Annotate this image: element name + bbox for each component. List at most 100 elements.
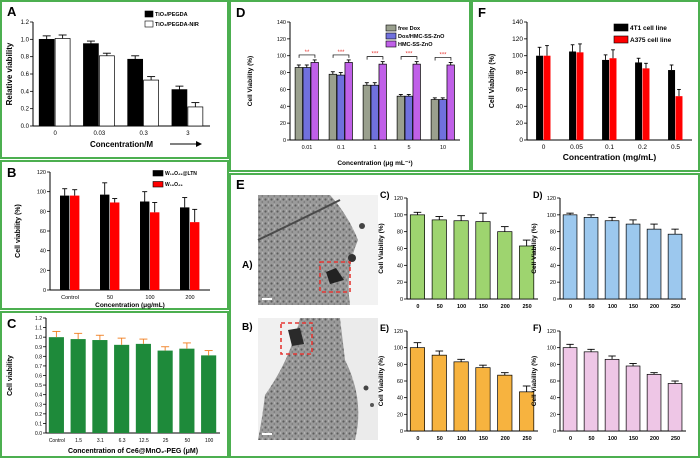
x-tick-label: 150 bbox=[479, 436, 488, 442]
bar-d-s2-c2 bbox=[378, 63, 387, 141]
y-tick-label: 0 bbox=[400, 429, 403, 435]
bar-d-s1-c1 bbox=[336, 74, 345, 141]
y-tick-label: 0 bbox=[553, 297, 556, 303]
panel-f-frame bbox=[471, 0, 700, 172]
bar-ef-s0-c1 bbox=[583, 351, 599, 432]
x-tick-label: 200 bbox=[501, 436, 510, 442]
panel-f-letter: F bbox=[478, 5, 486, 20]
bar-ed-s0-c0 bbox=[562, 214, 578, 300]
tem-image-a: A) bbox=[242, 195, 378, 305]
y-tick-label: 0 bbox=[519, 137, 523, 144]
bar-a-s1-c2 bbox=[143, 79, 159, 127]
x-tick-label: 0.05 bbox=[570, 144, 583, 151]
y-tick-label: 80 bbox=[280, 71, 286, 77]
x-tick-label: 100 bbox=[145, 295, 154, 301]
x-tick-label: 100 bbox=[608, 304, 617, 310]
y-tick-label: 100 bbox=[547, 213, 556, 219]
x-tick-label: 200 bbox=[185, 295, 194, 301]
x-tick-label: 250 bbox=[671, 304, 680, 310]
bar-ec-s0-c3 bbox=[475, 221, 491, 300]
chart-b: 0 20 40 60 80 100 120 Control 50 100 200 Cell viabi… bbox=[15, 170, 210, 309]
y-tick-label: 120 bbox=[277, 37, 286, 43]
bar-b-s0-c2 bbox=[140, 201, 150, 290]
legend-label: TiO₂/PEGDA-NIR bbox=[155, 22, 199, 28]
legend-swatch bbox=[152, 181, 164, 188]
bar-f-s1-c2 bbox=[609, 58, 617, 140]
panel-b-frame bbox=[0, 160, 229, 310]
y-tick-label: 80 bbox=[516, 70, 524, 77]
bar-ee-s0-c2 bbox=[453, 361, 469, 432]
bar-ee-s0-c1 bbox=[431, 354, 447, 432]
significance-bracket bbox=[434, 57, 452, 61]
y-tick-label: 0.8 bbox=[35, 354, 42, 360]
bar-c-s0-c0 bbox=[48, 337, 64, 433]
legend-label: TiO₂/PEGDA bbox=[155, 12, 188, 18]
chart-f: 0 20 40 60 80 100 120 140 0 0.05 0.1 0.2 0.5 Cell Via… bbox=[489, 19, 692, 162]
legend-swatch bbox=[385, 24, 397, 32]
x-tick-label: 200 bbox=[501, 304, 510, 310]
chart-c: 0.0 0.1 0.2 0.3 0.4 0.5 0.6 0.7 0.8 0.9 1.0 1.1 1.2 C… bbox=[7, 316, 220, 455]
legend: W₁₈O₄₉@LTN W₁₈O₄₉ bbox=[152, 170, 197, 188]
sub-panel-label: F) bbox=[533, 323, 542, 333]
y-tick-label: 20 bbox=[280, 121, 286, 127]
bar-ed-s0-c5 bbox=[667, 233, 683, 300]
y-tick-label: 40 bbox=[516, 103, 524, 110]
bar-c-s0-c7 bbox=[201, 355, 217, 433]
panel-e-letter: E bbox=[236, 177, 245, 192]
bar-a-s1-c0 bbox=[54, 38, 71, 127]
legend: TiO₂/PEGDA TiO₂/PEGDA-NIR bbox=[144, 10, 199, 28]
y-tick-label: 80 bbox=[550, 230, 556, 236]
y-tick-label: 40 bbox=[40, 249, 46, 255]
tem-b-highlight-box bbox=[280, 322, 313, 355]
chart-ef: 0 20 40 60 80 100 120 0 50 100 150 200 250 Cell Viabi… bbox=[531, 323, 686, 442]
y-tick-label: 120 bbox=[394, 196, 403, 202]
legend: 4T1 cell line A375 cell line bbox=[613, 23, 672, 44]
bar-f-s0-c0 bbox=[536, 55, 544, 140]
y-tick-label: 60 bbox=[280, 87, 286, 93]
x-axis-label: Concentration of Ce6@MnO₂-PEG (μM) bbox=[68, 448, 198, 455]
x-tick-label: 150 bbox=[479, 304, 488, 310]
bar-c-s0-c1 bbox=[70, 339, 86, 433]
y-axis-label: Cell Viability (%) bbox=[531, 356, 538, 406]
y-axis-label: Cell viability bbox=[7, 355, 14, 396]
x-tick-label: 0.03 bbox=[94, 131, 106, 137]
y-tick-label: 120 bbox=[512, 36, 523, 43]
y-tick-label: 1.0 bbox=[35, 335, 42, 341]
x-axis-label: Concentration (mg/mL) bbox=[563, 152, 657, 162]
y-tick-label: 0.0 bbox=[35, 431, 42, 437]
x-tick-label: 50 bbox=[185, 438, 191, 444]
y-tick-label: 0 bbox=[43, 288, 46, 294]
legend-label: Dox/HMC-SS-ZnO bbox=[398, 34, 445, 40]
bar-f-s1-c3 bbox=[642, 68, 650, 140]
y-tick-label: 40 bbox=[550, 396, 556, 402]
x-tick-label: 50 bbox=[588, 304, 594, 310]
significance-mark: ** bbox=[305, 50, 310, 56]
y-tick-label: 120 bbox=[394, 329, 403, 335]
legend: free Dox Dox/HMC-SS-ZnO HMC-SS-ZnO bbox=[385, 24, 445, 48]
y-tick-label: 20 bbox=[40, 268, 46, 274]
bar-d-s0-c3 bbox=[396, 95, 405, 141]
x-tick-label: 0 bbox=[569, 436, 572, 442]
panel-d-letter: D bbox=[236, 5, 245, 20]
y-tick-label: 0.4 bbox=[21, 89, 30, 95]
x-tick-label: 1.5 bbox=[75, 438, 82, 444]
panel-c-letter: C bbox=[7, 316, 17, 331]
bar-f-s0-c1 bbox=[569, 51, 577, 140]
x-axis-label: Concentration (μg mL⁻¹) bbox=[337, 160, 412, 167]
bar-ec-s0-c4 bbox=[497, 231, 513, 300]
bar-ef-s0-c0 bbox=[562, 347, 578, 432]
x-tick-label: Control bbox=[49, 438, 65, 444]
significance-mark: *** bbox=[405, 52, 413, 58]
significance-bracket bbox=[298, 54, 316, 58]
x-tick-label: 200 bbox=[650, 436, 659, 442]
y-tick-label: 60 bbox=[516, 86, 524, 93]
x-tick-label: 0.2 bbox=[638, 144, 647, 151]
y-tick-label: 100 bbox=[394, 213, 403, 219]
bar-d-s0-c0 bbox=[294, 67, 303, 141]
y-tick-label: 20 bbox=[550, 280, 556, 286]
tem-b-scale-bar bbox=[262, 433, 272, 435]
panel-b-letter: B bbox=[7, 165, 16, 180]
y-axis-label: Cell Viability (%) bbox=[378, 356, 385, 406]
y-tick-label: 120 bbox=[547, 329, 556, 335]
y-tick-label: 0.2 bbox=[35, 412, 42, 418]
